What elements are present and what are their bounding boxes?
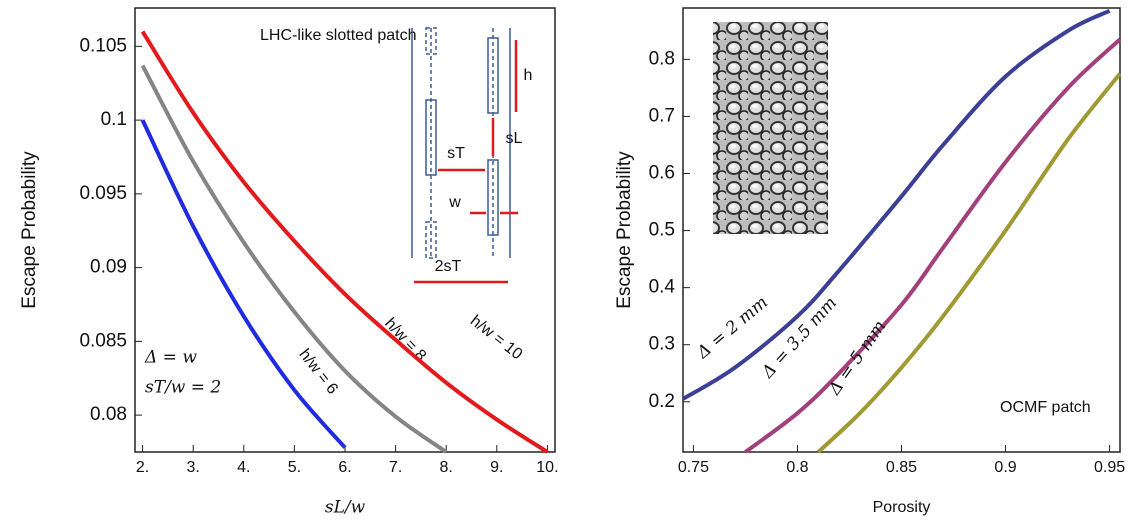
inset-label: 2sT [435, 258, 462, 275]
x-tick-label: 7. [389, 459, 402, 476]
x-tick-label: 2. [136, 459, 149, 476]
figure: 0.08 0.085 0.09 0.095 0.1 0.105 2. 3. 4. 5. 6. 7. 8.… [0, 0, 1140, 527]
y-tick-label: 0.3 [649, 334, 675, 355]
x-tick-label: 10. [536, 459, 558, 476]
x-tick-label: 0.75 [678, 459, 709, 476]
y-tick-label: 0.1 [101, 109, 127, 130]
y-tick-label: 0.2 [649, 391, 675, 412]
series-label: h/w = 10 [467, 312, 526, 363]
x-tick-label: 8. [440, 459, 453, 476]
inset-label: h [524, 67, 533, 84]
annotation: sT/w = 2 [145, 378, 221, 398]
y-tick-label: 0.5 [649, 220, 675, 241]
x-axis-title: Porosity [873, 499, 931, 516]
inset-label: sL [506, 130, 523, 147]
y-tick-label: 0.08 [90, 404, 127, 425]
y-axis-title: Escape Probability [614, 151, 635, 309]
series-label: h/w = 8 [381, 315, 429, 365]
x-tick-label: 9. [490, 459, 503, 476]
y-tick-label: 0.105 [79, 35, 127, 56]
annotation: OCMF patch [1000, 399, 1091, 416]
inset-label: sT [447, 145, 465, 162]
x-tick-label: 6. [338, 459, 351, 476]
slot-schematic [412, 28, 510, 258]
y-tick-label: 0.09 [90, 257, 127, 278]
annotation: Δ = w [144, 348, 197, 368]
y-tick-label: 0.095 [79, 183, 127, 204]
y-tick-label: 0.085 [79, 330, 127, 351]
x-tick-label: 3. [187, 459, 200, 476]
inset-label: w [448, 194, 461, 211]
x-tick-label: 0.95 [1094, 459, 1125, 476]
y-tick-label: 0.6 [649, 163, 675, 184]
annotation: LHC-like slotted patch [260, 27, 417, 44]
x-tick-label: 0.85 [886, 459, 917, 476]
foam-image [713, 22, 828, 234]
series-line [143, 120, 345, 447]
x-tick-label: 5. [288, 459, 301, 476]
x-tick-label: 0.9 [994, 459, 1016, 476]
x-tick-label: 4. [237, 459, 250, 476]
series-label: Δ = 5 mm [824, 317, 890, 400]
series-label: h/w = 6 [295, 346, 341, 398]
x-tick-label: 0.8 [786, 459, 808, 476]
series-label: Δ = 2 mm [693, 292, 772, 363]
y-axis-title: Escape Probability [19, 151, 40, 309]
y-tick-label: 0.8 [649, 48, 675, 69]
x-axis-title: sL/w [325, 498, 366, 518]
y-tick-label: 0.4 [649, 277, 676, 298]
y-tick-label: 0.7 [649, 105, 675, 126]
series-line [818, 74, 1120, 452]
schematic-arrows [414, 40, 518, 282]
